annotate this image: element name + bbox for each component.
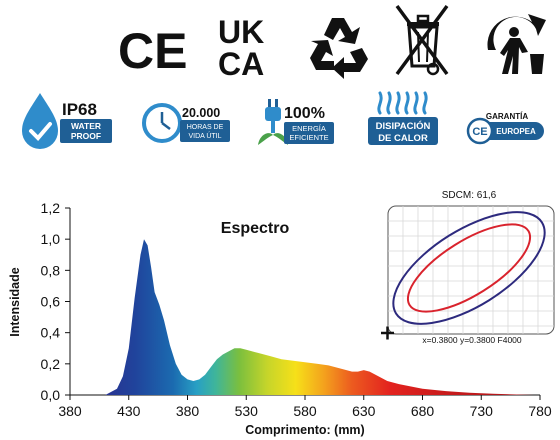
- sdcm-coordinates: x=0.3800 y=0.3800 F4000: [422, 335, 522, 345]
- y-tick-label: 0,2: [41, 356, 61, 372]
- sdcm-grid: [388, 206, 554, 334]
- feature-badges-row: IP68 WATER PROOF 20.000 HORAS DE VIDA ÚT…: [22, 91, 544, 149]
- tidyman-recycling-icon: [487, 14, 546, 74]
- ukca-mark-icon: UK CA: [218, 14, 264, 82]
- svg-text:UK: UK: [218, 14, 264, 50]
- y-ticks: 0,0 0,2 0,4 0,6 0,8 1,0 1,2: [41, 200, 70, 403]
- weee-crossed-bin-icon: [395, 4, 449, 76]
- y-tick-label: 0,0: [41, 387, 61, 403]
- heat-waves-icon: [377, 91, 428, 115]
- svg-text:WATER: WATER: [71, 121, 101, 131]
- x-tick-label: 380: [176, 403, 200, 419]
- svg-text:ENERGÍA: ENERGÍA: [292, 124, 326, 133]
- svg-text:100%: 100%: [284, 105, 325, 122]
- y-tick-label: 0,8: [41, 262, 61, 278]
- svg-text:PROOF: PROOF: [71, 131, 101, 141]
- svg-text:20.000: 20.000: [182, 106, 220, 120]
- sdcm-title: SDCM: 61,6: [442, 190, 497, 201]
- x-tick-label: 680: [411, 403, 435, 419]
- sdcm-inner-ellipse: [406, 223, 532, 313]
- cross-marker-icon: [381, 326, 394, 340]
- x-tick-label: 730: [470, 403, 494, 419]
- spectrum-chart: 0,0 0,2 0,4 0,6 0,8 1,0 1,2 380 430 380 530 580 630…: [8, 190, 555, 437]
- svg-text:DE CALOR: DE CALOR: [378, 133, 428, 144]
- x-tick-label: 430: [117, 403, 141, 419]
- svg-text:CE: CE: [118, 23, 187, 79]
- energy-efficiency-badge: 100% ENERGÍA EFICIENTE: [258, 99, 334, 145]
- sdcm-plot-frame: [387, 205, 555, 335]
- check-icon: [29, 122, 52, 141]
- european-warranty-badge: GARANTÍA CE EUROPEA: [466, 112, 544, 145]
- heat-dissipation-badge: DISIPACIÓN DE CALOR: [368, 91, 438, 145]
- ce-mark-icon: CE: [118, 23, 187, 79]
- svg-text:EFICIENTE: EFICIENTE: [289, 133, 328, 142]
- svg-text:EUROPEA: EUROPEA: [496, 127, 536, 136]
- sdcm-inset: SDCM: 61,6 x=0.3800 y=0.3800 F4000: [381, 190, 555, 345]
- x-axis-label: Comprimento: (mm): [245, 423, 364, 437]
- svg-text:VIDA ÚTIL: VIDA ÚTIL: [188, 131, 221, 140]
- y-tick-label: 0,4: [41, 325, 61, 341]
- ip68-water-proof-badge: IP68 WATER PROOF: [22, 93, 112, 149]
- x-ticks: 380 430 380 530 580 630 680 730 780: [58, 395, 552, 419]
- y-axis-label: Intensidade: [8, 267, 22, 337]
- chart-title: Espectro: [221, 220, 290, 237]
- x-tick-label: 530: [235, 403, 259, 419]
- x-tick-label: 780: [528, 403, 552, 419]
- x-tick-label: 630: [352, 403, 376, 419]
- y-tick-label: 0,6: [41, 294, 61, 310]
- certification-icons-row: CE UK CA: [118, 4, 546, 82]
- svg-text:HORAS DE: HORAS DE: [187, 124, 224, 131]
- svg-text:GARANTÍA: GARANTÍA: [486, 112, 528, 121]
- y-tick-label: 1,2: [41, 200, 61, 216]
- recycle-icon: [310, 18, 368, 79]
- water-drop-icon: [22, 93, 58, 149]
- spectrum-area: [105, 239, 535, 395]
- svg-text:CA: CA: [218, 46, 264, 82]
- x-tick-label: 580: [293, 403, 317, 419]
- sdcm-outer-ellipse: [392, 211, 546, 325]
- svg-text:CE: CE: [472, 126, 487, 138]
- plug-leaf-icon: [258, 99, 288, 145]
- svg-text:DISIPACIÓN: DISIPACIÓN: [376, 120, 431, 132]
- x-tick-label: 380: [58, 403, 82, 419]
- svg-text:IP68: IP68: [62, 100, 97, 119]
- lifetime-hours-badge: 20.000 HORAS DE VIDA ÚTIL: [142, 103, 230, 143]
- y-tick-label: 1,0: [41, 231, 61, 247]
